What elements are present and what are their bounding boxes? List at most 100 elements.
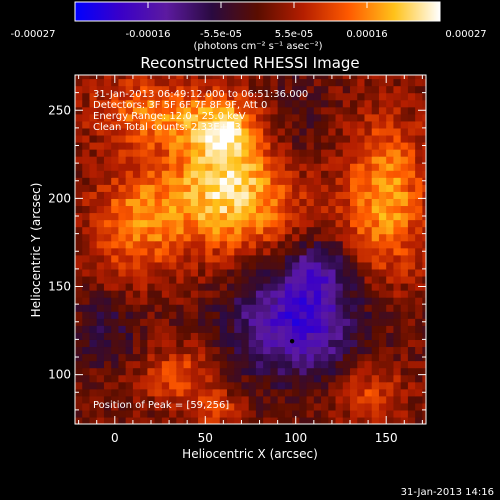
heatmap-cell xyxy=(371,198,380,207)
heatmap-cell xyxy=(176,395,185,404)
heatmap-cell xyxy=(198,184,206,192)
heatmap-cell xyxy=(154,395,163,404)
heatmap-cell xyxy=(371,106,380,115)
heatmap-cell xyxy=(75,78,83,87)
heatmap-cell xyxy=(371,170,380,178)
heatmap-cell xyxy=(147,120,156,129)
heatmap-cell xyxy=(198,247,206,256)
heatmap-cell xyxy=(234,75,243,80)
heatmap-cell xyxy=(140,92,148,101)
heatmap-cell xyxy=(378,367,387,376)
heatmap-cell xyxy=(400,374,409,383)
heatmap-cell xyxy=(386,85,395,94)
heatmap-cell xyxy=(103,99,112,108)
heatmap-cell xyxy=(198,149,206,157)
heatmap-cell xyxy=(161,134,170,143)
heatmap-cell xyxy=(407,297,416,305)
heatmap-cell xyxy=(198,374,206,383)
heatmap-cell xyxy=(241,106,250,115)
heatmap-cell xyxy=(219,409,228,418)
heatmap-cell xyxy=(241,127,250,136)
heatmap-cell xyxy=(407,388,416,397)
heatmap-cell xyxy=(241,388,250,397)
heatmap-cell xyxy=(234,240,243,249)
heatmap-cell xyxy=(350,290,358,298)
heatmap-cell xyxy=(364,247,373,256)
heatmap-cell xyxy=(313,240,322,249)
heatmap-cell xyxy=(292,219,300,228)
heatmap-cell xyxy=(422,99,426,108)
heatmap-cell xyxy=(328,177,337,185)
heatmap-cell xyxy=(75,99,83,108)
heatmap-cell xyxy=(364,409,373,418)
heatmap-cell xyxy=(248,75,257,80)
heatmap-cell xyxy=(132,233,141,242)
heatmap-cell xyxy=(154,261,163,270)
heatmap-cell xyxy=(422,127,426,136)
heatmap-cell xyxy=(371,381,380,390)
heatmap-cell xyxy=(407,360,416,369)
heatmap-cell xyxy=(161,268,170,277)
heatmap-cell xyxy=(234,127,243,136)
heatmap-cell xyxy=(125,177,134,185)
heatmap-cell xyxy=(111,141,120,150)
heatmap-cell xyxy=(103,311,112,319)
heatmap-cell xyxy=(132,106,141,115)
heatmap-cell xyxy=(306,92,315,101)
heatmap-cell xyxy=(212,346,221,355)
heatmap-cell xyxy=(342,177,351,185)
heatmap-cell xyxy=(89,374,98,383)
heatmap-cell xyxy=(118,163,127,171)
heatmap-cell xyxy=(422,290,426,298)
heatmap-cell xyxy=(415,247,423,256)
heatmap-cell xyxy=(386,219,395,228)
heatmap-cell xyxy=(407,240,416,249)
heatmap-cell xyxy=(255,99,264,108)
heatmap-cell xyxy=(183,388,192,397)
heatmap-cell xyxy=(103,141,112,150)
heatmap-cell xyxy=(299,374,308,383)
heatmap-cell xyxy=(103,332,112,340)
heatmap-cell xyxy=(111,409,120,418)
heatmap-cell xyxy=(176,141,185,150)
heatmap-cell xyxy=(400,134,409,143)
heatmap-cell xyxy=(96,254,105,263)
heatmap-cell xyxy=(111,275,120,284)
heatmap-cell xyxy=(306,191,315,199)
heatmap-cell xyxy=(270,170,279,178)
heatmap-cell xyxy=(255,240,264,249)
heatmap-cell xyxy=(357,374,366,383)
heatmap-cell xyxy=(263,170,271,178)
heatmap-cell xyxy=(161,409,170,418)
heatmap-cell xyxy=(183,78,192,87)
heatmap-cell xyxy=(96,212,105,221)
heatmap-cell xyxy=(299,282,308,291)
heatmap-cell xyxy=(169,254,177,263)
heatmap-cell xyxy=(255,85,264,94)
heatmap-cell xyxy=(415,325,423,333)
heatmap-cell xyxy=(350,233,358,242)
heatmap-cell xyxy=(183,240,192,249)
heatmap-cell xyxy=(183,282,192,291)
heatmap-cell xyxy=(284,268,293,277)
heatmap-cell xyxy=(103,226,112,235)
heatmap-cell xyxy=(176,85,185,94)
heatmap-cell xyxy=(154,311,163,319)
heatmap-cell xyxy=(125,353,134,362)
heatmap-cell xyxy=(248,282,257,291)
heatmap-cell xyxy=(422,332,426,340)
heatmap-cell xyxy=(147,212,156,221)
heatmap-cell xyxy=(96,163,105,171)
heatmap-cell xyxy=(154,409,163,418)
heatmap-cell xyxy=(357,184,366,192)
heatmap-cell xyxy=(277,402,286,411)
heatmap-cell xyxy=(393,290,402,298)
heatmap-cell xyxy=(234,106,243,115)
heatmap-cell xyxy=(118,381,127,390)
heatmap-cell xyxy=(407,290,416,298)
heatmap-cell xyxy=(176,402,185,411)
heatmap-cell xyxy=(306,247,315,256)
heatmap-cell xyxy=(176,233,185,242)
heatmap-cell xyxy=(103,184,112,192)
heatmap-cell xyxy=(313,127,322,136)
